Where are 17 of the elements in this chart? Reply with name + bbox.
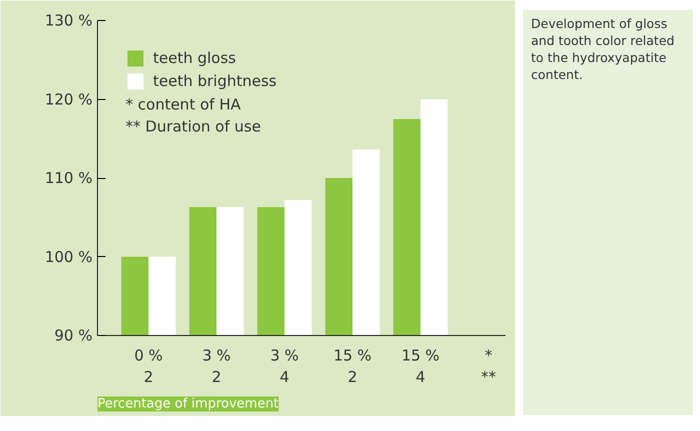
annotation: * content of HA bbox=[126, 96, 242, 114]
x-tick-label: * ** bbox=[481, 346, 496, 386]
y-tick-label: 110 % bbox=[44, 169, 93, 187]
x-tick-label: 15 % 4 bbox=[401, 346, 440, 386]
y-tick-label: 100 % bbox=[44, 248, 93, 266]
y-tick-label: 90 % bbox=[54, 326, 92, 344]
y-tick-label: 130 % bbox=[44, 12, 93, 30]
x-tick-label: 3 % 4 bbox=[270, 346, 299, 386]
x-tick-label: 15 % 2 bbox=[333, 346, 372, 386]
x-tick-label: 3 % 2 bbox=[202, 346, 231, 386]
text: Development of gloss and tooth color related to the hydroxyapatite content. bbox=[531, 16, 676, 84]
legend-label: teeth gloss bbox=[153, 48, 236, 68]
text: Percentage of improvement bbox=[98, 396, 279, 412]
y-tick-label: 120 % bbox=[44, 90, 93, 108]
legend-label: teeth brightness bbox=[153, 71, 277, 91]
annotation: ** Duration of use bbox=[126, 118, 261, 136]
x-tick-label: 0 % 2 bbox=[134, 346, 163, 386]
